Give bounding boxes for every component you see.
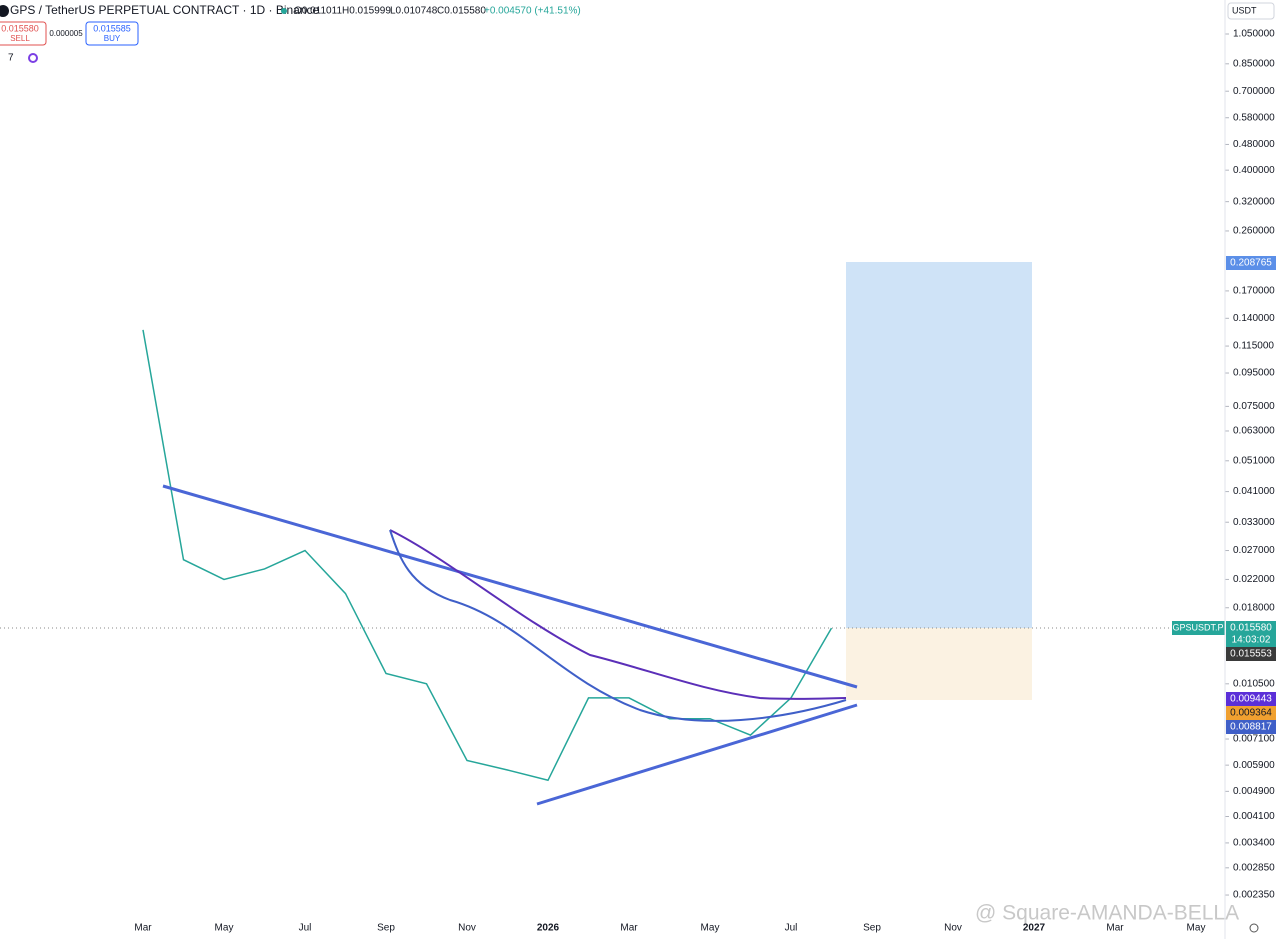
x-tick-label: Jul (785, 923, 798, 934)
y-tick-label: 0.007100 (1233, 734, 1275, 745)
y-tick-label: 0.003400 (1233, 838, 1275, 849)
ohlc: O0.011011 (294, 6, 342, 17)
moving-average (389, 529, 847, 722)
y-tick-label: 0.320000 (1233, 196, 1275, 207)
ma-badge: 0.009443 (1230, 694, 1272, 705)
sell-button[interactable] (0, 21, 47, 46)
y-tick-label: 0.700000 (1233, 86, 1275, 97)
stop-zone (846, 628, 1032, 700)
y-tick-label: 0.140000 (1233, 313, 1275, 324)
x-tick-label: Jul (299, 923, 312, 934)
y-tick-label: 0.041000 (1233, 486, 1275, 497)
target-badge: 0.208765 (1230, 258, 1272, 269)
y-tick-label: 0.063000 (1233, 426, 1275, 437)
y-tick-label: 0.002350 (1233, 890, 1275, 901)
y-tick-label: 0.051000 (1233, 455, 1275, 466)
watermark: @ Square-AMANDA-BELLA (975, 902, 1239, 925)
ohlc: H0.015999 (342, 6, 391, 17)
badge (1226, 256, 1276, 270)
y-tick-label: 1.050000 (1233, 29, 1275, 40)
badge (1226, 706, 1276, 720)
change: +0.004570 (+41.51%) (484, 6, 581, 17)
y-tick-label: 0.850000 (1233, 58, 1275, 69)
x-tick-label: Sep (377, 923, 395, 934)
y-tick-label: 0.400000 (1233, 165, 1275, 176)
last-badge: 0.015580 (1230, 623, 1272, 634)
badge (1172, 621, 1225, 635)
y-tick-label: 0.095000 (1233, 368, 1275, 379)
price-line (142, 329, 833, 782)
spread: 0.000005 (49, 29, 83, 38)
y-tick-label: 0.480000 (1233, 139, 1275, 150)
moving-average (389, 529, 847, 700)
trendline (162, 484, 858, 689)
trendline (536, 703, 858, 806)
ohlc: C0.015580 (437, 6, 486, 17)
badge (1226, 692, 1276, 706)
y-tick-label: 0.170000 (1233, 286, 1275, 297)
y-tick-label: 0.002850 (1233, 862, 1275, 873)
x-tick-label: May (701, 923, 720, 934)
y-tick-label: 0.115000 (1233, 341, 1274, 352)
x-tick-label: May (1187, 923, 1206, 934)
sell-price[interactable]: 0.015580 (1, 23, 39, 33)
indicator-count[interactable]: 7 (8, 53, 14, 64)
symbol: GPS / TetherUS PERPETUAL CONTRACT · 1D ·… (10, 3, 320, 17)
status-dot (281, 8, 287, 14)
countdown: 14:03:02 (1232, 635, 1271, 646)
currency[interactable]: USDT (1232, 5, 1257, 15)
y-tick-label: 0.022000 (1233, 574, 1275, 585)
y-tick-label: 0.004900 (1233, 786, 1275, 797)
y-tick-label: 0.010500 (1233, 678, 1275, 689)
badge (1226, 621, 1276, 647)
x-tick-label: 2027 (1023, 923, 1046, 934)
ma-badge: 0.008817 (1230, 722, 1272, 733)
badge (1226, 647, 1276, 661)
prev-badge: 0.015553 (1230, 649, 1272, 660)
sell-label[interactable]: SELL (10, 34, 30, 43)
y-tick-label: 0.027000 (1233, 545, 1275, 556)
x-tick-label: Sep (863, 923, 881, 934)
target-zone (846, 262, 1032, 628)
x-tick-label: May (215, 923, 234, 934)
ma-badge: 0.009364 (1230, 708, 1272, 719)
settings-icon[interactable] (1249, 923, 1259, 933)
x-tick-label: Nov (458, 923, 476, 934)
x-tick-label: Mar (1106, 923, 1124, 934)
badge (1226, 720, 1276, 734)
x-tick-label: Nov (944, 923, 962, 934)
ohlc: L0.010748 (390, 6, 438, 17)
symbol-icon (0, 5, 9, 17)
buy-price[interactable]: 0.015585 (93, 23, 131, 33)
ticker-badge: GPSUSDT.P (1172, 622, 1223, 632)
y-tick-label: 0.260000 (1233, 226, 1275, 237)
y-tick-label: 0.075000 (1233, 401, 1275, 412)
x-tick-label: Mar (134, 923, 152, 934)
buy-label[interactable]: BUY (104, 34, 121, 43)
y-tick-label: 0.580000 (1233, 112, 1275, 123)
x-tick-label: 2026 (537, 923, 560, 934)
y-tick-label: 0.018000 (1233, 602, 1275, 613)
y-tick-label: 0.033000 (1233, 517, 1275, 528)
buy-button[interactable] (85, 21, 139, 46)
y-tick-label: 0.004100 (1233, 811, 1275, 822)
currency-select[interactable] (1227, 2, 1275, 20)
y-tick-label: 0.005900 (1233, 760, 1275, 771)
x-tick-label: Mar (620, 923, 638, 934)
indicator-icon[interactable] (28, 53, 38, 63)
